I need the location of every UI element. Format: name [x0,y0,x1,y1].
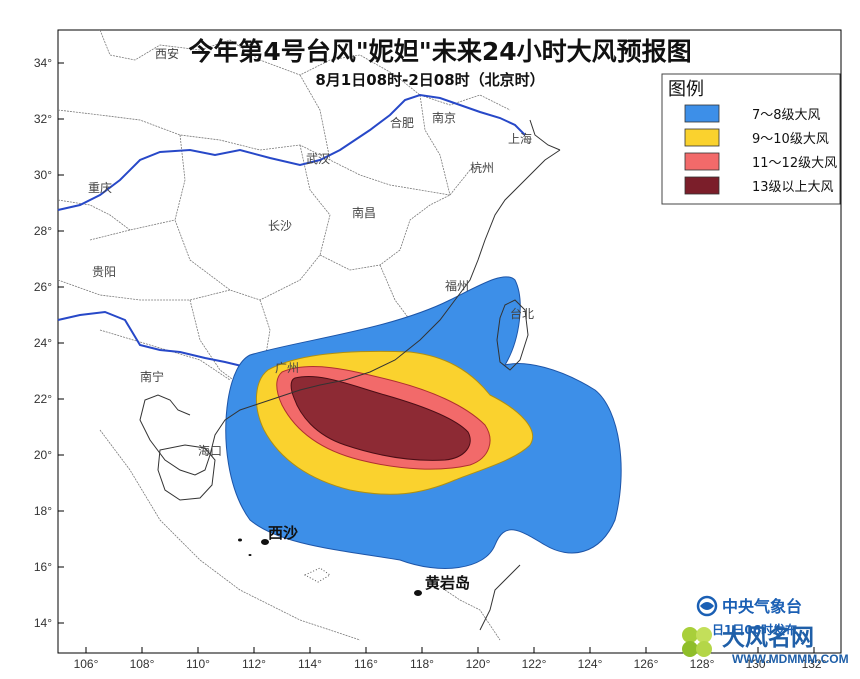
legend-swatch [684,104,720,123]
city-label: 南京 [432,110,456,125]
map-subtitle: 8月1日08时-2日08时（北京时） [315,71,544,89]
latitude-axis: 34° 32° 30° 28° 26° 24° 22° 20° 18° 16° … [34,56,64,630]
lon-tick-label: 122° [522,657,547,671]
city-label: 上海 [508,131,532,146]
lon-tick-label: 120° [466,657,491,671]
city-label: 长沙 [268,219,292,233]
watermark-url: WWW.MDMMM.COM [732,652,849,666]
city-label: 贵阳 [92,265,116,279]
lon-tick-label: 128° [690,657,715,671]
watermark-name: 大风名网 [722,624,814,651]
city-label: 南昌 [352,205,376,220]
lon-tick-label: 116° [354,657,378,671]
lat-tick-label: 30° [34,168,52,182]
huangyan-marker [414,590,422,596]
city-labels: 西安 合肥 南京 上海 武汉 杭州 重庆 长沙 南昌 贵阳 福州 台北 南宁 广… [88,46,534,458]
province-borders [57,29,511,641]
lon-tick-label: 110° [186,657,210,671]
legend-label: 7～8级大风 [752,108,821,123]
legend: 图例 7～8级大风 9～10级大风 11～12级大风 13级以上大风 [661,73,841,205]
wind-zone-13-plus [290,376,471,461]
legend-swatch [684,176,720,195]
lon-tick-label: 132° [802,657,827,671]
map-title: 今年第4号台风"妮妲"未来24小时大风预报图 [188,37,691,66]
city-label: 广州 [275,361,299,375]
lat-tick-label: 28° [34,224,52,238]
longitude-axis: 106° 108° 110° 112° 114° 116° 118° 120° … [74,647,827,671]
lat-tick-label: 24° [34,336,52,350]
lat-tick-label: 18° [34,504,52,518]
city-label: 福州 [445,278,469,293]
city-label: 重庆 [88,181,112,195]
lon-tick-label: 124° [578,657,603,671]
wind-zones [225,276,622,569]
lat-tick-label: 26° [34,280,52,294]
lat-tick-label: 22° [34,392,52,406]
lon-tick-label: 126° [634,657,659,671]
city-label: 合肥 [390,115,414,130]
huangyan-label: 黄岩岛 [425,574,470,592]
lat-tick-label: 16° [34,560,52,574]
lat-tick-label: 20° [34,448,52,462]
city-label: 西安 [155,46,179,61]
lon-tick-label: 106° [74,657,99,671]
legend-swatch [684,152,720,171]
coastline [139,119,561,631]
city-label: 海口 [198,443,222,458]
lon-tick-label: 118° [410,657,434,671]
lon-tick-label: 114° [298,657,322,671]
city-label: 武汉 [306,152,330,166]
city-label: 杭州 [470,160,494,175]
lat-tick-label: 34° [34,56,52,70]
xisha-marker [261,539,269,545]
south-china-sea-islands [238,538,422,596]
lon-tick-label: 112° [242,657,266,671]
yangtze-river [57,93,526,211]
legend-label: 11～12级大风 [752,156,837,171]
lon-tick-label: 130° [746,657,771,671]
city-label: 台北 [510,306,534,321]
taiwan-island [496,299,529,371]
agency-name: 中央气象台 [722,597,802,616]
lat-tick-label: 14° [34,616,52,630]
city-label: 南宁 [140,369,164,384]
watermark: 大风名网 WWW.MDMMM.COM [682,624,849,666]
hainan-island [157,444,216,501]
legend-swatch [684,128,720,147]
agency-credit: 中央气象台 日1日06时发布 [696,595,802,637]
lat-tick-label: 32° [34,112,52,126]
legend-label: 9～10级大风 [752,132,829,147]
issue-time: 日1日06时发布 [712,622,797,637]
xisha-label: 西沙 [268,524,298,542]
legend-label: 13级以上大风 [752,180,834,195]
legend-title: 图例 [668,79,704,100]
lon-tick-label: 108° [130,657,155,671]
clover-logo-icon [682,627,712,657]
cma-logo-icon [696,595,718,617]
